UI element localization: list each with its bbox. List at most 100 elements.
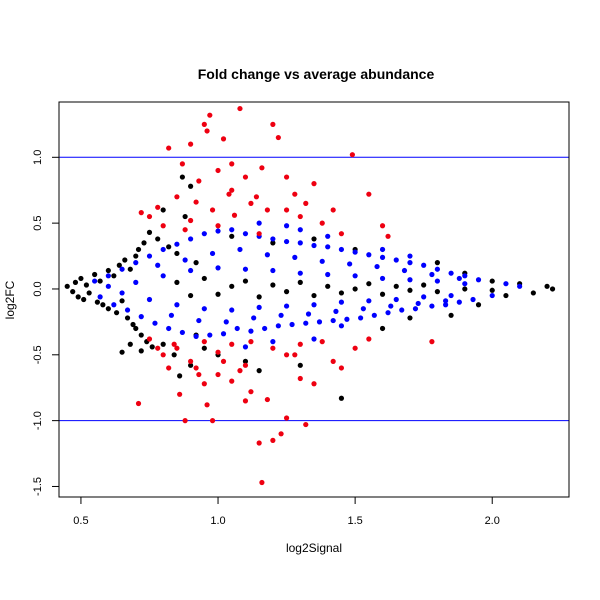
- point-s2-67: [270, 437, 276, 443]
- point-s0-44: [179, 174, 185, 180]
- point-s1-73: [283, 303, 290, 309]
- point-s2-23: [253, 194, 260, 200]
- point-s2-82: [248, 339, 254, 345]
- point-s2-26: [270, 121, 276, 127]
- point-s1-2: [105, 273, 111, 279]
- point-s0-40: [119, 349, 125, 355]
- point-s1-43: [385, 310, 391, 316]
- point-s0-36: [182, 213, 188, 220]
- point-s2-37: [366, 191, 372, 197]
- point-s0-19: [124, 315, 131, 321]
- point-s0-41: [127, 341, 133, 347]
- point-s1-60: [105, 283, 111, 289]
- point-s2-6: [179, 161, 185, 167]
- point-s0-53: [311, 236, 317, 242]
- point-s1-108: [155, 262, 161, 268]
- point-s2-27: [275, 134, 281, 141]
- point-s1-39: [358, 315, 364, 321]
- point-s1-106: [443, 298, 449, 304]
- point-s0-82: [366, 281, 372, 287]
- point-s1-101: [374, 263, 380, 270]
- point-s1-3: [111, 302, 117, 308]
- point-s2-73: [311, 381, 317, 387]
- point-s0-35: [177, 373, 183, 379]
- point-s2-2: [155, 204, 161, 210]
- point-s1-50: [434, 266, 440, 272]
- point-s0-66: [544, 283, 550, 289]
- y-tick-label-1: -1.0: [32, 411, 44, 430]
- x-axis: 0.5 1.0 1.5 2.0: [73, 496, 500, 527]
- point-s0-37: [188, 362, 194, 368]
- point-s1-5: [124, 307, 131, 313]
- point-s0-1: [70, 289, 76, 295]
- point-s2-39: [385, 233, 391, 239]
- point-s1-116: [297, 227, 303, 233]
- point-s0-50: [256, 368, 262, 374]
- point-s2-31: [303, 200, 309, 206]
- point-s1-88: [196, 317, 202, 324]
- point-s1-85: [448, 292, 454, 299]
- point-s1-100: [360, 306, 366, 312]
- point-s2-55: [201, 381, 207, 387]
- point-s0-76: [283, 289, 290, 295]
- point-s2-14: [209, 207, 216, 213]
- point-s2-29: [292, 191, 298, 197]
- point-s2-32: [311, 181, 317, 187]
- point-s0-89: [489, 287, 495, 293]
- point-s1-6: [133, 260, 139, 266]
- point-s2-64: [256, 440, 262, 446]
- point-s2-61: [237, 368, 243, 374]
- point-s0-81: [352, 286, 358, 292]
- point-s0-80: [338, 290, 345, 296]
- point-s0-11: [100, 302, 106, 308]
- point-s1-62: [133, 279, 139, 285]
- point-s1-96: [305, 311, 312, 317]
- point-s2-85: [297, 341, 303, 347]
- point-s0-9: [94, 299, 100, 305]
- point-s1-80: [379, 275, 386, 282]
- point-s1-63: [146, 296, 153, 303]
- point-s2-13: [207, 112, 213, 118]
- point-s2-25: [264, 207, 270, 213]
- point-s2-34: [330, 207, 336, 213]
- point-s1-99: [347, 261, 353, 267]
- point-s2-17: [226, 191, 232, 197]
- point-s2-47: [155, 345, 161, 351]
- point-s2-28: [283, 174, 290, 180]
- point-s1-55: [470, 296, 476, 303]
- point-s2-45: [135, 400, 142, 407]
- point-s1-31: [303, 320, 309, 326]
- y-axis-label: log2FC: [3, 280, 17, 319]
- point-s0-61: [475, 302, 482, 308]
- point-s0-42: [138, 348, 144, 354]
- point-s0-57: [407, 315, 413, 321]
- point-s2-57: [209, 418, 216, 424]
- point-s0-18: [122, 257, 128, 263]
- point-s2-77: [352, 345, 358, 351]
- point-s1-48: [421, 262, 427, 268]
- point-s0-12: [105, 267, 111, 274]
- point-s2-68: [278, 431, 284, 437]
- point-s1-0: [92, 278, 98, 284]
- point-s0-58: [434, 260, 440, 266]
- point-s2-49: [166, 365, 172, 371]
- point-s0-33: [171, 352, 177, 358]
- point-s0-39: [201, 345, 207, 351]
- point-s2-11: [201, 121, 207, 127]
- point-s1-119: [242, 344, 249, 350]
- point-s1-70: [242, 266, 249, 272]
- point-s1-67: [201, 306, 207, 312]
- point-s1-82: [407, 277, 413, 283]
- point-s1-59: [517, 283, 523, 289]
- point-s1-23: [248, 328, 254, 334]
- point-s0-31: [160, 341, 166, 347]
- point-s2-1: [146, 213, 153, 220]
- point-s0-52: [297, 362, 303, 368]
- point-s2-35: [338, 231, 345, 237]
- point-s1-69: [229, 307, 235, 313]
- point-s0-22: [133, 253, 139, 259]
- point-s0-21: [130, 321, 136, 328]
- point-s2-50: [171, 341, 177, 347]
- point-s1-97: [319, 258, 325, 264]
